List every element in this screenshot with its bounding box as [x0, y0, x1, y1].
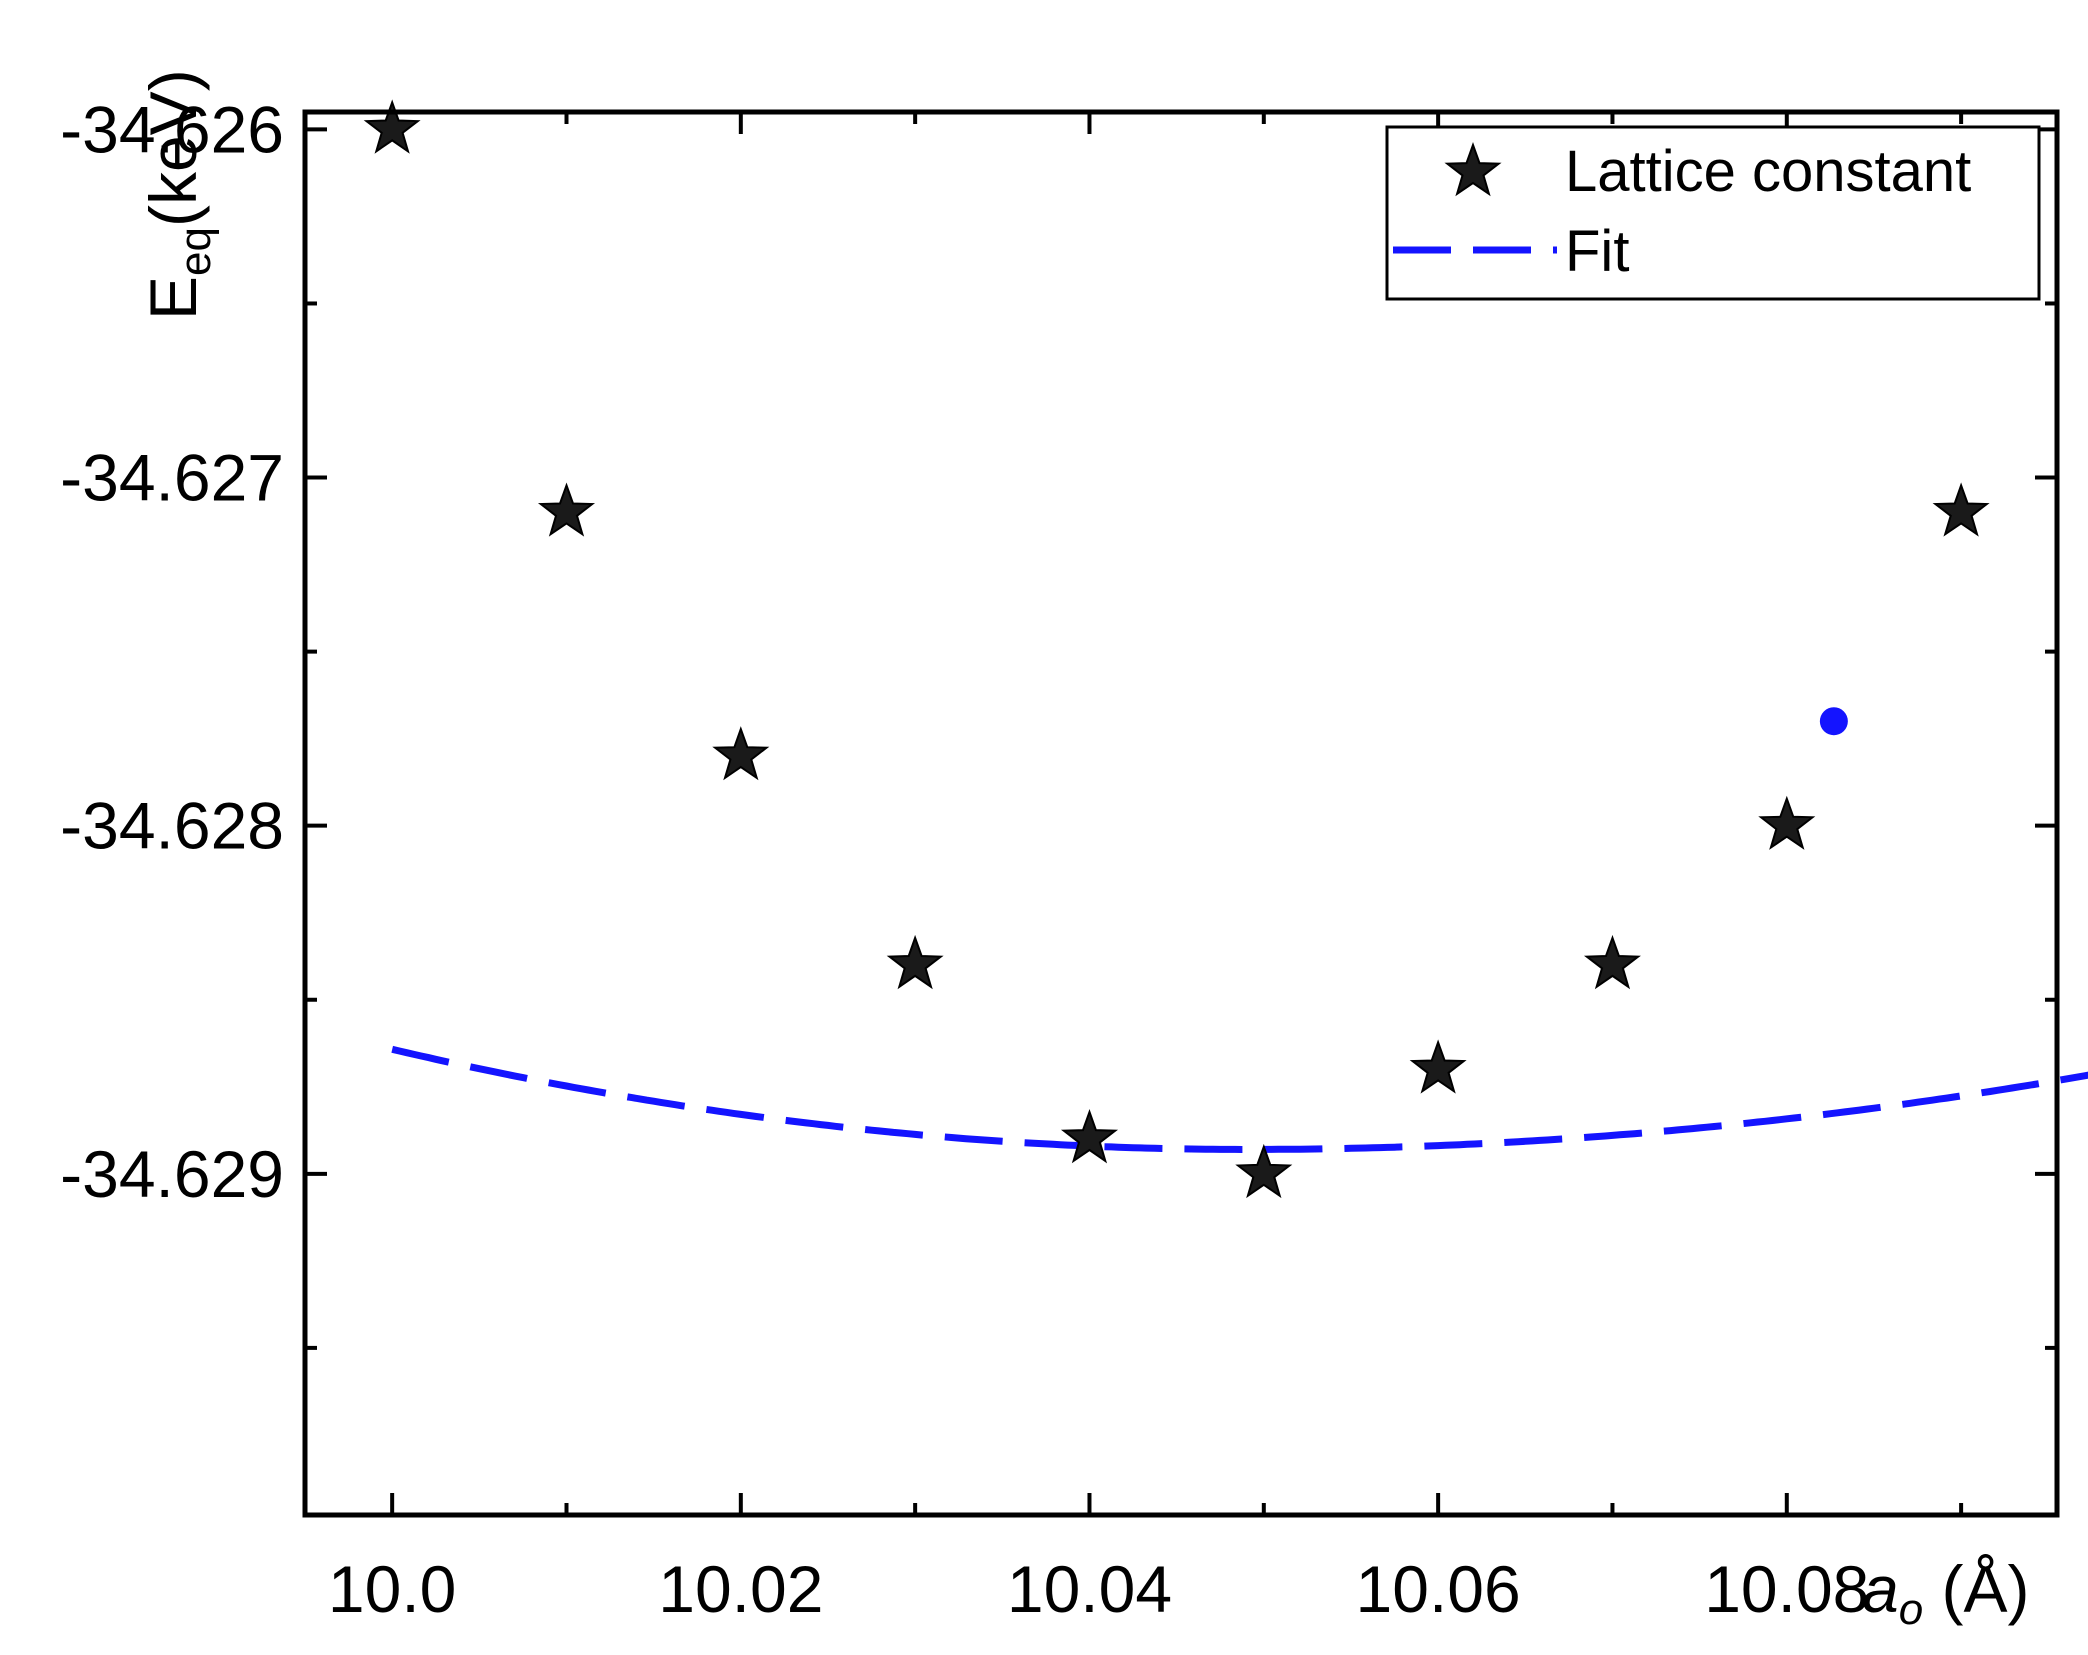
- x-tick-label: 10.02: [658, 1552, 823, 1626]
- data-point-star: [712, 726, 770, 781]
- legend-label-fit: Fit: [1565, 219, 1629, 284]
- data-point-star: [1758, 795, 1816, 850]
- data-point-star: [886, 934, 944, 990]
- fit-series: [391, 1045, 2088, 1153]
- legend-box: [1385, 125, 2041, 301]
- legend: Lattice constant Fit: [1385, 125, 2041, 301]
- data-point-star: [1409, 1039, 1467, 1094]
- y-axis-title: Eeq(keV): [136, 69, 220, 320]
- data-series: [363, 99, 1990, 1199]
- x-axis-title-unit: (Å): [1923, 1552, 2029, 1626]
- fit-curve: [391, 1045, 2088, 1153]
- data-point-star: [1932, 482, 1990, 537]
- y-tick-label: -34.629: [60, 1137, 284, 1211]
- data-point-star: [1060, 1109, 1119, 1164]
- x-axis-title-main: a: [1862, 1552, 1899, 1626]
- y-axis-title-unit: (keV): [136, 69, 210, 227]
- y-tick-label: -34.627: [60, 441, 284, 515]
- tick-labels: 10.0 10.02 10.04 10.06 10.08 -34.626 -34.627 -3…: [60, 92, 1869, 1626]
- legend-label-lattice: Lattice constant: [1565, 139, 1971, 204]
- data-point-star: [363, 99, 421, 154]
- legend-star-marker: [1444, 142, 1502, 197]
- plot-frame: [302, 109, 2060, 1518]
- x-tick-label: 10.08: [1704, 1552, 1869, 1626]
- x-tick-label: 10.0: [328, 1552, 456, 1626]
- x-tick-label: 10.04: [1007, 1552, 1172, 1626]
- x-axis-title-subscript: o: [1899, 1585, 1923, 1634]
- data-point-star: [1235, 1143, 1293, 1199]
- annotation-dot: [1819, 707, 1848, 736]
- x-tick-label: 10.06: [1356, 1552, 1521, 1626]
- y-axis-title-subscript: eq: [171, 227, 220, 276]
- y-tick-label: -34.626: [60, 92, 284, 166]
- y-tick-label: -34.628: [60, 789, 284, 863]
- data-point-star: [537, 482, 596, 537]
- data-point-star: [1583, 934, 1641, 990]
- y-axis-title-main: E: [136, 276, 210, 320]
- x-axis-title: ao (Å): [1862, 1552, 2030, 1634]
